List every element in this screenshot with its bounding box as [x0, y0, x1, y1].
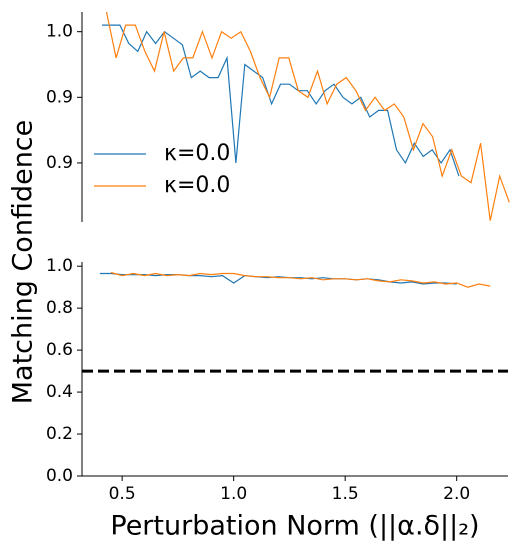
y-tick-label: 0.8 [46, 298, 73, 318]
y-tick-label: 0.6 [46, 340, 73, 360]
y-tick-label: 1.0 [46, 22, 73, 42]
legend-label: κ=0.0 [164, 173, 230, 198]
series-line [110, 271, 491, 288]
y-axis-label: Matching Confidence [8, 120, 39, 405]
y-tick-label: 0.9 [46, 87, 73, 107]
x-axis-label: Perturbation Norm (||α.δ||₂) [110, 511, 479, 542]
y-tick-label: 1.0 [46, 256, 73, 276]
series-line [105, 11, 510, 221]
y-tick-label: 0.2 [46, 424, 73, 444]
series-line [99, 272, 457, 285]
x-tick-label: 2.0 [443, 484, 470, 504]
x-tick-label: 1.5 [332, 484, 359, 504]
x-tick-label: 0.5 [109, 484, 136, 504]
y-tick-label: 0.4 [46, 382, 73, 402]
x-tick-label: 1.0 [220, 484, 247, 504]
y-tick-label: 0.0 [46, 466, 73, 486]
y-tick-label: 0.9 [46, 153, 73, 173]
series-line [102, 24, 460, 177]
legend-label: κ=0.0 [164, 141, 230, 166]
